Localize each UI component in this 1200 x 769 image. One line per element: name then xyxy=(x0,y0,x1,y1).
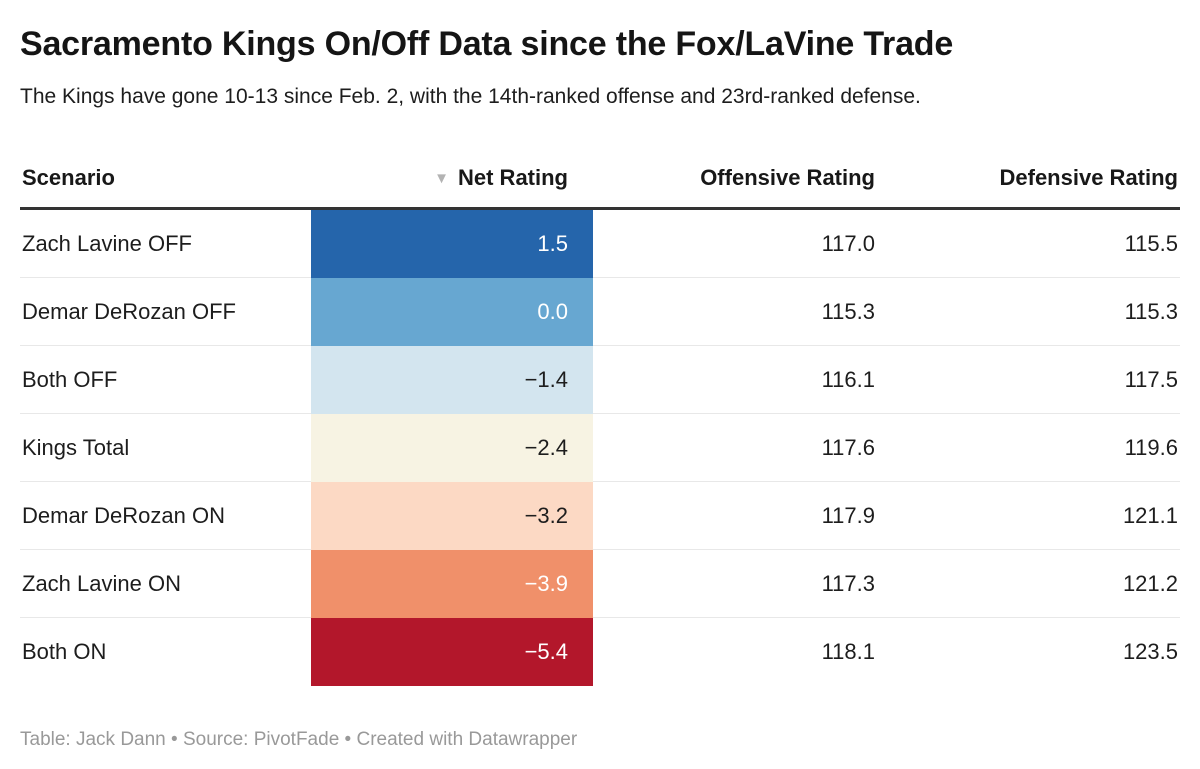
net-rating-cell: −5.4 xyxy=(311,618,593,686)
table-row: Kings Total −2.4 117.6 119.6 xyxy=(20,414,1180,482)
scenario-cell: Zach Lavine OFF xyxy=(20,210,311,278)
defensive-rating-cell: 115.5 xyxy=(887,210,1180,278)
scenario-cell: Both OFF xyxy=(20,346,311,414)
table-row: Both OFF −1.4 116.1 117.5 xyxy=(20,346,1180,414)
offensive-rating-cell: 116.1 xyxy=(593,346,887,414)
scenario-cell: Demar DeRozan OFF xyxy=(20,278,311,346)
column-header-offensive-rating-label: Offensive Rating xyxy=(700,165,875,190)
page-subtitle: The Kings have gone 10-13 since Feb. 2, … xyxy=(20,85,921,108)
scenario-cell: Both ON xyxy=(22,638,107,664)
column-header-net-rating-label: Net Rating xyxy=(458,165,568,190)
column-header-scenario-label: Scenario xyxy=(22,165,115,190)
datawrapper-table-widget: Sacramento Kings On/Off Data since the F… xyxy=(0,24,1200,752)
column-header-net-rating[interactable]: ▼ Net Rating xyxy=(311,126,593,210)
table-row: Demar DeRozan OFF 0.0 115.3 115.3 xyxy=(20,278,1180,346)
page-title: Sacramento Kings On/Off Data since the F… xyxy=(20,25,954,63)
scenario-cell: Kings Total xyxy=(20,414,311,482)
offensive-rating-cell: 117.9 xyxy=(593,482,887,550)
net-rating-cell: −2.4 xyxy=(311,414,593,482)
table-row: Zach Lavine OFF 1.5 117.0 115.5 xyxy=(20,210,1180,278)
scenario-cell: Zach Lavine ON xyxy=(20,550,311,618)
defensive-rating-cell: 123.5 xyxy=(1122,638,1178,664)
table-row: Zach Lavine ON −3.9 117.3 121.2 xyxy=(20,550,1180,618)
header-row: Scenario ▼ Net Rating Offensive Rating De… xyxy=(20,126,1180,210)
defensive-rating-cell: 121.2 xyxy=(887,550,1180,618)
defensive-rating-cell: 121.1 xyxy=(887,482,1180,550)
net-rating-cell: −1.4 xyxy=(311,346,593,414)
defensive-rating-cell: 115.3 xyxy=(887,278,1180,346)
column-header-defensive-rating[interactable]: Defensive Rating xyxy=(887,126,1180,210)
net-rating-cell: −3.9 xyxy=(311,550,593,618)
net-rating-cell: 0.0 xyxy=(311,278,593,346)
column-header-offensive-rating[interactable]: Offensive Rating xyxy=(593,126,887,210)
net-rating-cell: 1.5 xyxy=(311,210,593,278)
offensive-rating-cell: 117.3 xyxy=(593,550,887,618)
defensive-rating-cell: 117.5 xyxy=(887,346,1180,414)
offensive-rating-cell: 118.1 xyxy=(821,638,875,664)
column-header-defensive-rating-label: Defensive Rating xyxy=(999,165,1179,190)
table-row: Both ON −5.4 118.1 123.5 xyxy=(20,618,1180,686)
on-off-data-table: Scenario ▼ Net Rating Offensive Rating De… xyxy=(20,126,1180,686)
column-header-scenario[interactable]: Scenario xyxy=(20,126,311,210)
sort-desc-icon: ▼ xyxy=(434,170,449,187)
net-rating-cell: −3.2 xyxy=(311,482,593,550)
defensive-rating-cell: 119.6 xyxy=(887,414,1180,482)
scenario-cell: Demar DeRozan ON xyxy=(20,482,311,550)
offensive-rating-cell: 115.3 xyxy=(593,278,887,346)
offensive-rating-cell: 117.6 xyxy=(593,414,887,482)
attribution-footer: Table: Jack Dann • Source: PivotFade • C… xyxy=(20,729,578,750)
table-row: Demar DeRozan ON −3.2 117.9 121.1 xyxy=(20,482,1180,550)
offensive-rating-cell: 117.0 xyxy=(593,210,887,278)
